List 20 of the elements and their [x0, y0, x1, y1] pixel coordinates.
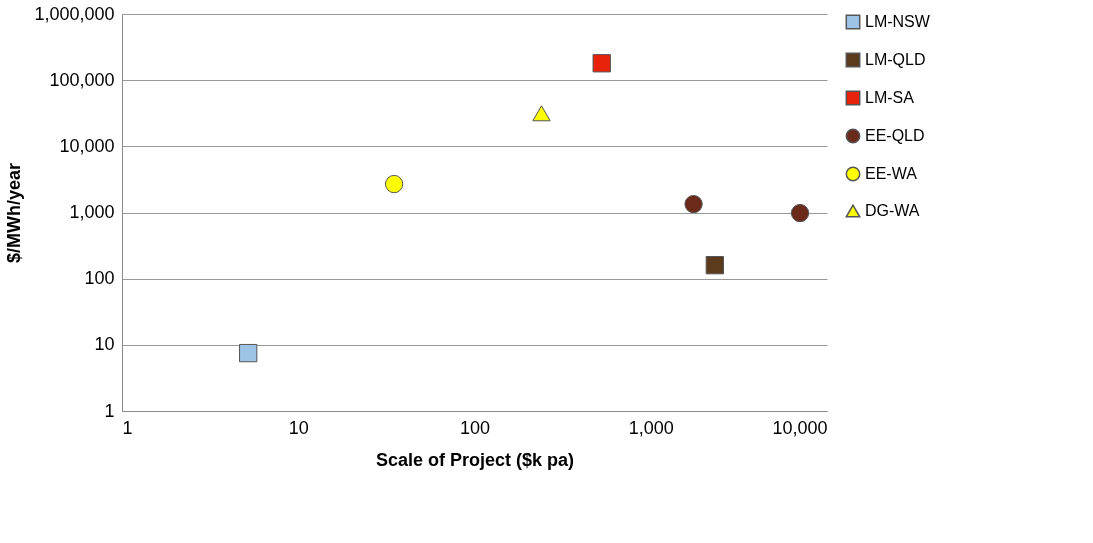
x-tick-label: 1 [122, 417, 133, 438]
x-axis-title: Scale of Project ($k pa) [375, 449, 575, 470]
legend-label: LM-SA [865, 89, 915, 106]
y-tick-label: 100 [84, 268, 115, 289]
legend-label: EE-WA [865, 165, 918, 182]
y-axis-title: $/MWh/year [4, 162, 25, 264]
legend-label: LM-NSW [865, 13, 931, 30]
legend-label: LM-QLD [865, 51, 926, 68]
legend-label: DG-WA [865, 202, 920, 219]
x-tick-label: 100 [459, 417, 491, 438]
y-tick-label: 10,000 [59, 135, 115, 156]
x-tick-label: 1,000 [628, 417, 674, 438]
x-tick-label: 10 [288, 417, 309, 438]
y-tick-label: 1,000 [69, 202, 115, 222]
y-tick-label: 1,000,000 [34, 3, 115, 24]
x-tick-label: 10,000 [772, 417, 828, 438]
y-tick-label: 1 [104, 400, 115, 421]
y-tick-label: 100,000 [49, 69, 115, 90]
y-tick-label: 10 [94, 334, 115, 355]
legend-label: EE-QLD [865, 127, 925, 144]
